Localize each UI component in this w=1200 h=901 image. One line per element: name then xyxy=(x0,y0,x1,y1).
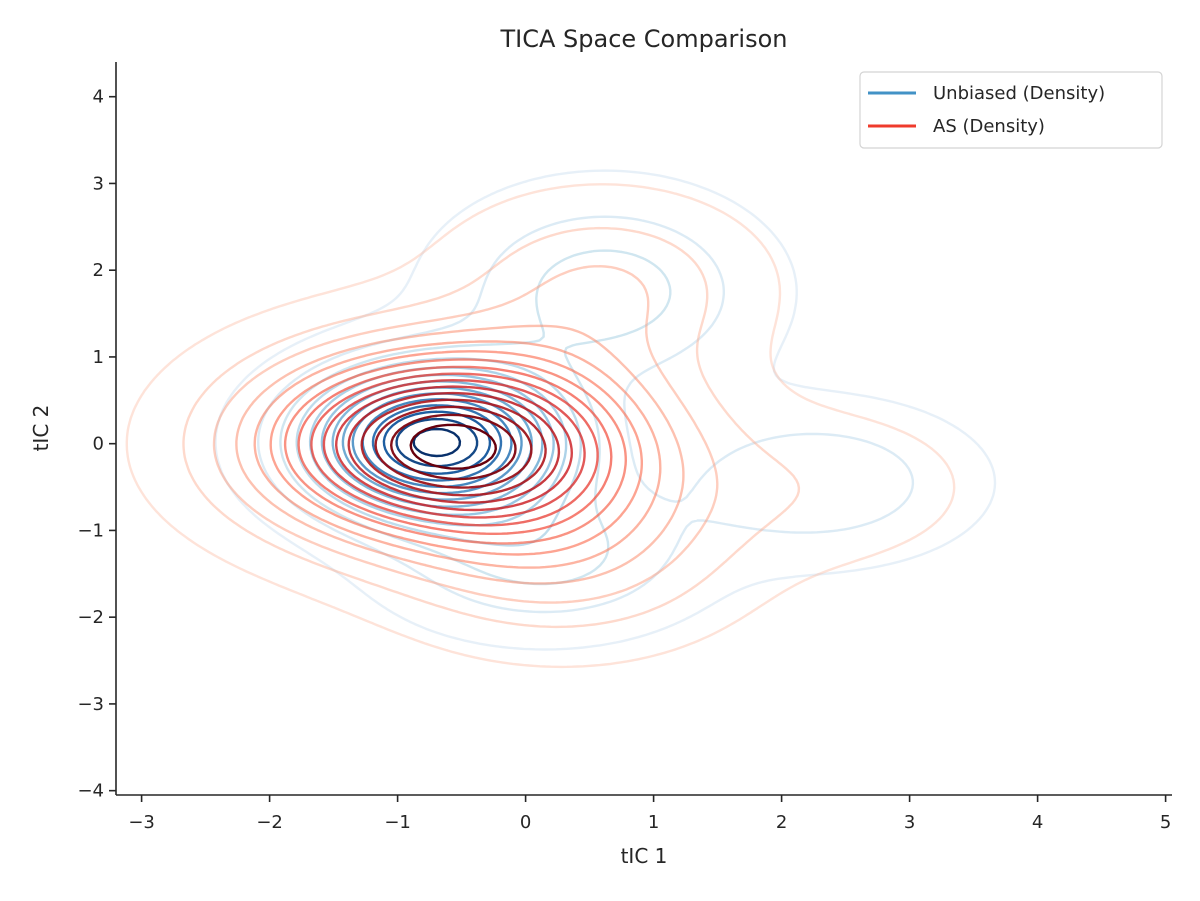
x-axis-ticks: −3 −2 −1 0 1 2 3 4 5 xyxy=(128,795,1171,833)
x-tick-label: −3 xyxy=(128,812,155,833)
y-tick-label: 2 xyxy=(93,260,104,281)
as-density-contour-level xyxy=(235,324,685,585)
y-tick-label: 0 xyxy=(93,434,104,455)
x-tick-label: 0 xyxy=(520,812,531,833)
as-density-contour-level xyxy=(125,183,956,669)
x-tick-label: 2 xyxy=(776,812,787,833)
as-density-contour-level xyxy=(335,385,573,512)
y-axis-title: tIC 2 xyxy=(29,405,53,452)
as-density-contour-level xyxy=(360,398,547,497)
legend-box xyxy=(859,71,1163,149)
y-tick-label: 4 xyxy=(93,87,104,108)
as-density-contour-level xyxy=(269,350,643,556)
y-axis-ticks: −4 −3 −2 −1 0 1 2 3 4 xyxy=(77,87,116,802)
legend-label-as: AS (Density) xyxy=(933,116,1045,137)
y-tick-label: 1 xyxy=(93,347,104,368)
y-tick-label: −3 xyxy=(77,694,104,715)
unbiased-density-contour-level xyxy=(395,417,479,468)
as-density-contour-level xyxy=(182,226,801,629)
as-density-contour-level xyxy=(310,372,599,527)
as-density-contour-level xyxy=(374,405,533,489)
as-density-contour-level xyxy=(322,379,586,519)
y-tick-label: −2 xyxy=(77,607,104,628)
y-tick-label: −1 xyxy=(77,520,104,541)
x-tick-label: 1 xyxy=(648,812,659,833)
x-tick-label: −2 xyxy=(256,812,283,833)
chart-title: TICA Space Comparison xyxy=(499,25,787,53)
as-density-contour-level xyxy=(297,365,613,535)
legend: Unbiased (Density) AS (Density) xyxy=(859,71,1163,149)
x-tick-label: 5 xyxy=(1160,812,1171,833)
x-axis-title: tIC 1 xyxy=(621,844,668,868)
as-density-contours xyxy=(125,183,956,669)
as-density-contour-level xyxy=(283,358,627,545)
x-tick-label: −1 xyxy=(384,812,411,833)
as-density-contour-level xyxy=(212,265,719,604)
x-tick-label: 4 xyxy=(1032,812,1043,833)
as-density-contour-level xyxy=(253,340,662,569)
unbiased-density-contour-level xyxy=(214,169,997,651)
unbiased-density-contour-level xyxy=(382,410,492,475)
legend-label-unbiased: Unbiased (Density) xyxy=(933,83,1105,104)
x-tick-label: 3 xyxy=(904,812,915,833)
y-tick-label: 3 xyxy=(93,173,104,194)
as-density-contour-level xyxy=(409,423,497,470)
as-density-contour-level xyxy=(390,413,517,481)
y-tick-label: −4 xyxy=(77,781,104,802)
as-density-contour-level xyxy=(347,391,561,504)
unbiased-density-contours xyxy=(214,169,997,651)
